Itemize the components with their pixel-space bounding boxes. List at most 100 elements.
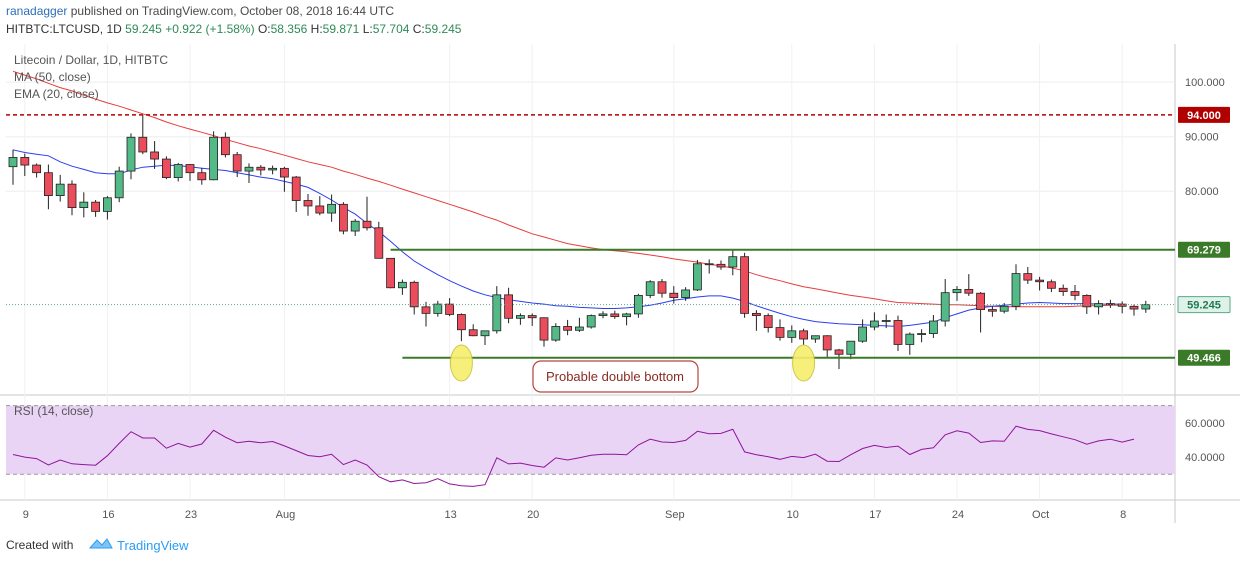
candle-down <box>1082 294 1092 314</box>
tradingview-logo-icon <box>88 538 113 549</box>
candle-body <box>79 201 89 208</box>
candle-down <box>315 196 325 216</box>
candle-up <box>1011 264 1021 311</box>
candle-up <box>551 323 561 342</box>
candle-body <box>811 335 820 340</box>
candle-body <box>209 136 219 181</box>
candle-down <box>468 324 478 337</box>
candle-body <box>728 256 738 268</box>
tradingview-brand[interactable]: TradingView <box>117 538 189 553</box>
candle-up <box>999 303 1009 314</box>
candle-body <box>704 263 714 266</box>
candle-down <box>32 163 41 178</box>
candle-up <box>586 314 596 329</box>
legend-ma: MA (50, close) <box>14 70 91 84</box>
author-link[interactable]: ranadagger <box>6 4 68 18</box>
candle-down <box>1070 285 1080 301</box>
candle-body <box>740 256 749 314</box>
candle-body <box>1035 279 1044 283</box>
level-label-69.279: 69.279 <box>1187 245 1221 257</box>
candle-up <box>952 286 962 301</box>
candle-body <box>787 330 797 338</box>
low-value: 57.704 <box>372 22 410 36</box>
candle-body <box>1141 304 1151 310</box>
candle-body <box>822 335 832 351</box>
candle-body <box>91 201 100 212</box>
candle-body <box>634 294 643 315</box>
time-tick-label: 17 <box>869 509 881 521</box>
time-tick-label: 23 <box>185 509 197 521</box>
candle-down <box>988 306 997 317</box>
candle-body <box>645 281 655 296</box>
candle-up <box>681 287 690 301</box>
candle-body <box>551 326 561 341</box>
time-tick-label: 9 <box>23 509 29 521</box>
candle-body <box>268 167 278 171</box>
candle-down <box>752 310 761 331</box>
candle-down <box>1035 276 1044 291</box>
candle-body <box>870 320 879 328</box>
legend-ema: EMA (20, close) <box>14 87 99 101</box>
candle-down <box>527 313 537 326</box>
candle-up <box>209 131 219 181</box>
candle-down <box>20 153 30 176</box>
candle-body <box>421 306 431 314</box>
candle-body <box>244 166 254 172</box>
candle-up <box>645 280 655 299</box>
candle-down <box>185 163 195 181</box>
candle-down <box>763 313 773 333</box>
candle-up <box>55 174 65 202</box>
candle-body <box>161 158 171 179</box>
ohlc-line: HITBTC:LTCUSD, 1D 59.245 +0.922 (+1.58%)… <box>6 22 461 36</box>
candle-body <box>114 170 124 199</box>
candle-down <box>1047 279 1056 293</box>
candle-down <box>445 298 455 317</box>
candle-down <box>44 164 53 210</box>
candle-up <box>126 133 136 180</box>
candle-body <box>622 313 631 318</box>
candle-down <box>799 328 808 346</box>
candle-body <box>315 205 325 214</box>
candle-down <box>67 180 77 216</box>
candle-body <box>1011 273 1021 307</box>
candle-body <box>20 157 30 166</box>
rsi-tick-label: 40.0000 <box>1185 452 1225 464</box>
chart-header: ranadagger published on TradingView.com,… <box>0 0 1240 44</box>
candle-down <box>161 156 171 180</box>
candle-body <box>327 203 337 214</box>
candle-body <box>374 227 384 259</box>
level-tag-69.279 <box>1178 241 1230 258</box>
candle-body <box>881 320 891 322</box>
candle-up <box>905 332 915 355</box>
open-value: 58.356 <box>270 22 308 36</box>
candle-down <box>1058 284 1068 296</box>
candle-up <box>634 293 643 318</box>
candle-body <box>1082 294 1092 308</box>
candle-up <box>575 317 584 332</box>
candle-body <box>657 281 667 294</box>
candle-body <box>929 320 938 334</box>
publish-line: ranadagger published on TradingView.com,… <box>6 4 394 18</box>
chart-canvas[interactable]: 94.000 69.279 49.466 59.245 100.000 90.000 80… <box>0 0 1240 535</box>
close-label: C: <box>412 22 425 36</box>
time-tick-label: 24 <box>952 509 964 521</box>
candle-body <box>693 263 702 291</box>
time-tick-label: Aug <box>276 509 296 521</box>
candle-up <box>811 335 820 343</box>
candle-body <box>893 320 903 345</box>
candle-body <box>940 292 950 322</box>
candle-body <box>681 289 690 298</box>
candle-down <box>504 287 514 324</box>
time-tick-label: 8 <box>1120 509 1126 521</box>
candle-down <box>197 167 207 185</box>
candle-up <box>940 279 950 327</box>
candle-body <box>598 313 608 316</box>
candle-body <box>999 305 1009 312</box>
candle-up <box>79 192 89 218</box>
candle-down <box>976 292 985 333</box>
published-text: published on TradingView.com, October 08… <box>70 4 395 18</box>
candle-up <box>492 286 502 334</box>
candle-body <box>1058 287 1068 292</box>
high-value: 59.871 <box>322 22 360 36</box>
candle-body <box>752 312 761 316</box>
